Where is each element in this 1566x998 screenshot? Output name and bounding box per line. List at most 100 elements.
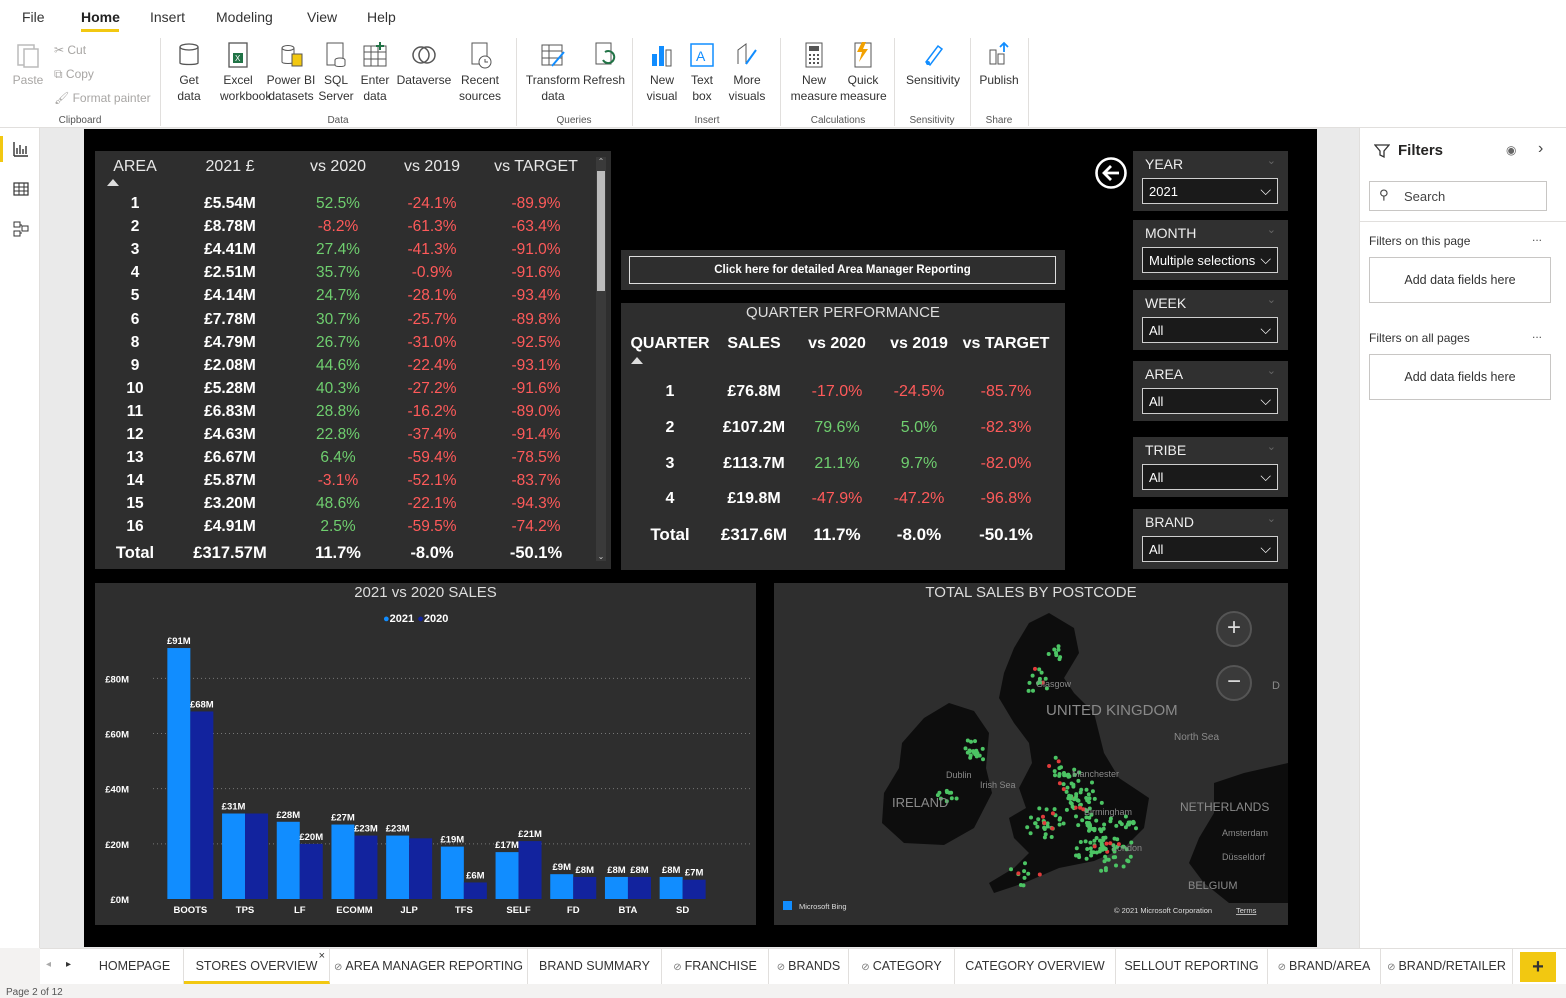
slicer-dropdown[interactable]: Multiple selections ⌵ [1142,247,1278,273]
map-sales-dot[interactable] [1076,798,1081,803]
map-sales-dot[interactable] [1077,770,1082,775]
map-sales-dot[interactable] [1028,831,1033,836]
tab-brand-area[interactable]: ⊘ BRAND/AREA [1268,949,1381,984]
quarter-header-3[interactable]: vs 2019 [890,335,948,352]
map-sales-dot[interactable] [1067,793,1072,798]
map-sales-dot[interactable] [1054,653,1059,658]
map-sales-dot[interactable] [1023,861,1027,866]
map-sales-dot[interactable] [1134,826,1138,831]
map-sales-dot[interactable] [1022,875,1027,880]
map-sales-dot[interactable] [1087,796,1092,801]
map-sales-dot[interactable] [1061,787,1066,792]
map-sales-dot[interactable] [1063,773,1068,778]
map-sales-dot[interactable] [1108,816,1113,821]
map-sales-dot[interactable] [1108,841,1113,846]
add-page-button[interactable]: + [1520,952,1556,982]
map-sales-dot[interactable] [1031,688,1035,693]
scroll-down-icon[interactable]: ⌄ [597,552,605,561]
menu-view[interactable]: View [307,9,338,25]
map-sales-dot[interactable] [1037,872,1042,877]
map-sales-dot[interactable] [1084,796,1089,800]
map-sales-dot[interactable] [1078,790,1083,795]
map-sales-dot[interactable] [1043,676,1048,681]
area-manager-report-button[interactable]: Click here for detailed Area Manager Rep… [629,256,1056,284]
map-sales-dot[interactable] [1065,785,1070,790]
slicer-dropdown[interactable]: All ⌵ [1142,464,1278,490]
map-sales-dot[interactable] [1097,849,1102,854]
scrollbar-thumb[interactable] [597,171,605,291]
sort-ascending-icon[interactable] [107,179,119,186]
map-sales-dot[interactable] [1071,782,1076,787]
map-sales-dot[interactable] [973,739,977,744]
slicer-dropdown[interactable]: All ⌵ [1142,317,1278,343]
map-sales-dot[interactable] [1124,847,1129,852]
pbi-datasets-button[interactable]: Power BI datasets [266,40,316,104]
map-sales-dot[interactable] [963,746,968,751]
map-sales-dot[interactable] [1126,859,1131,864]
map-sales-dot[interactable] [1099,829,1104,834]
map-sales-dot[interactable] [1081,807,1086,812]
map-sales-dot[interactable] [1064,807,1069,812]
map-sales-dot[interactable] [1057,781,1062,786]
recent-sources-button[interactable]: Recent sources [452,40,508,104]
zoom-in-button[interactable]: + [1216,611,1252,647]
map-sales-dot[interactable] [1131,821,1136,826]
map-sales-dot[interactable] [949,796,954,801]
map-sales-dot[interactable] [1069,801,1074,806]
map-sales-dot[interactable] [1053,773,1057,778]
map-sales-dot[interactable] [1030,673,1035,678]
map-sales-dot[interactable] [1089,853,1094,858]
map-sales-dot[interactable] [1057,817,1062,822]
transform-data-button[interactable]: Transform data [524,40,582,104]
map-sales-dot[interactable] [965,738,970,743]
map-sales-dot[interactable] [1016,871,1021,876]
tab-category-overview[interactable]: CATEGORY OVERVIEW [955,949,1116,984]
quarter-sort-icon[interactable] [631,357,643,364]
map-sales-dot[interactable] [1033,821,1038,826]
map-sales-dot[interactable] [1074,814,1078,819]
map-sales-dot[interactable] [1080,818,1085,823]
quarter-header-2[interactable]: vs 2020 [808,335,866,352]
back-arrow-icon[interactable] [1094,156,1128,190]
quarter-header-0[interactable]: QUARTER [630,335,710,352]
map-sales-dot[interactable] [1104,841,1109,846]
area-header-4[interactable]: vs TARGET [494,158,578,175]
map-sales-dot[interactable] [1021,883,1026,888]
area-header-2[interactable]: vs 2020 [309,158,367,175]
map-terms-link[interactable]: Terms [1236,906,1257,915]
eye-icon[interactable]: ◉ [1506,143,1517,157]
quick-measure-button[interactable]: Quick measure [840,40,887,104]
tab-stores-overview[interactable]: STORES OVERVIEW × [184,949,330,984]
map-sales-dot[interactable] [1050,826,1055,831]
map-sales-dot[interactable] [1112,846,1117,851]
map-sales-dot[interactable] [980,746,985,751]
menu-home[interactable]: Home [81,9,120,25]
map-sales-dot[interactable] [1027,680,1032,685]
map-sales-dot[interactable] [1022,869,1027,874]
map-sales-dot[interactable] [1128,854,1133,859]
map-sales-dot[interactable] [1094,836,1099,840]
map-sales-dot[interactable] [1115,837,1120,842]
map-sales-dot[interactable] [1064,789,1069,794]
tab-franchise[interactable]: ⊘ FRANCHISE [662,949,769,984]
map-sales-dot[interactable] [981,757,985,762]
slicer-dropdown[interactable]: All ⌵ [1142,536,1278,562]
tab-brands[interactable]: ⊘ BRANDS [769,949,849,984]
map-sales-dot[interactable] [1073,805,1078,810]
table-scrollbar[interactable]: ⌃ ⌄ [596,157,606,561]
map-sales-dot[interactable] [1025,825,1030,830]
map-sales-dot[interactable] [1042,825,1047,830]
map-sales-dot[interactable] [1121,844,1126,849]
map-sales-dot[interactable] [1066,774,1071,779]
map-sales-dot[interactable] [1072,797,1077,802]
map-sales-dot[interactable] [1087,828,1091,833]
map-sales-dot[interactable] [1068,796,1073,801]
map-sales-dot[interactable] [1072,767,1077,772]
map-sales-dot[interactable] [1076,778,1081,783]
map-sales-dot[interactable] [954,796,959,801]
map-sales-dot[interactable] [1129,840,1134,845]
copy-button[interactable]: ⧉ Copy [54,66,94,82]
map-sales-dot[interactable] [1090,827,1095,831]
sql-server-button[interactable]: SQL Server [316,40,356,104]
map-sales-dot[interactable] [1042,835,1047,840]
